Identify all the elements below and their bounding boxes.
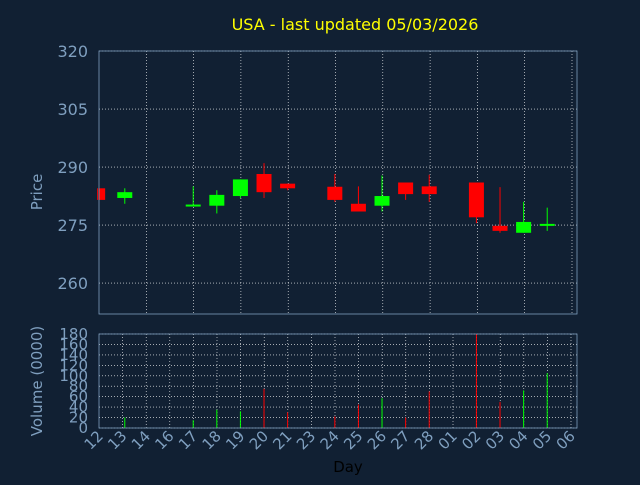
candle-body-down (421, 186, 437, 195)
day-tick-label: 16 (151, 427, 177, 453)
price-tick-label: 290 (57, 158, 88, 177)
day-tick-label: 23 (293, 427, 319, 453)
day-tick-label: 01 (435, 427, 461, 453)
day-tick-label: 19 (222, 427, 248, 453)
candle-body-up (516, 221, 532, 233)
candle-body-down (468, 182, 484, 218)
day-tick-label: 18 (199, 427, 225, 453)
candle-body-up (539, 223, 555, 226)
chart-title: USA - last updated 05/03/2026 (232, 15, 479, 34)
day-tick-label: 13 (104, 427, 130, 453)
candle-body-down (398, 182, 414, 195)
day-tick-label: 06 (553, 427, 579, 453)
price-tick-label: 305 (57, 100, 88, 119)
volume-tick-label: 80 (69, 377, 88, 395)
day-tick-label: 03 (482, 427, 508, 453)
marks-layer (97, 163, 555, 428)
volume-tick-label: 40 (69, 398, 88, 416)
day-tick-label: 21 (269, 427, 295, 453)
volume-axis-label: Volume (0000) (28, 326, 46, 436)
day-tick-label: 28 (411, 427, 437, 453)
day-axis-label: Day (333, 458, 363, 476)
volume-tick-label: 160 (59, 335, 88, 353)
candle-body-down (280, 183, 296, 189)
candle-body-down (327, 186, 343, 200)
price-tick-label: 260 (57, 274, 88, 293)
candle-body-down (256, 173, 272, 193)
price-panel-frame (98, 50, 578, 315)
day-tick-label: 25 (340, 427, 366, 453)
volume-tick-label: 140 (59, 346, 88, 364)
candle-body-up (185, 204, 201, 207)
volume-tick-label: 20 (69, 409, 88, 427)
day-tick-label: 27 (387, 427, 413, 453)
candle-body-up (232, 179, 248, 197)
candle-body-down (99, 188, 106, 200)
day-tick-label: 14 (128, 427, 154, 453)
volume-tick-label: 120 (59, 356, 88, 374)
day-tick-label: 17 (175, 427, 201, 453)
day-tick-label: 04 (505, 427, 531, 453)
volume-tick-label: 0 (78, 419, 88, 437)
volume-tick-label: 60 (69, 388, 88, 406)
grid-layer (99, 50, 577, 429)
axes-layer: 2602752903053200204060801001201401601801… (57, 42, 578, 453)
candle-body-up (374, 196, 390, 206)
volume-tick-label: 180 (59, 325, 88, 343)
price-tick-label: 275 (57, 216, 88, 235)
day-tick-label: 24 (317, 427, 343, 453)
candle-body-down (350, 203, 366, 212)
volume-tick-label: 100 (59, 367, 88, 385)
day-tick-label: 26 (364, 427, 390, 453)
candle-body-down (492, 225, 508, 231)
day-tick-label: 20 (246, 427, 272, 453)
price-axis-label: Price (28, 174, 46, 211)
day-tick-label: 05 (529, 427, 555, 453)
volume-panel-frame (98, 333, 578, 429)
candle-body-up (209, 194, 225, 206)
price-tick-label: 320 (57, 42, 88, 61)
candle-body-up (117, 192, 133, 198)
day-tick-label: 02 (458, 427, 484, 453)
